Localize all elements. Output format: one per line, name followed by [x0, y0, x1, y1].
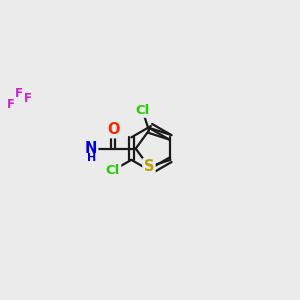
Text: H: H	[88, 153, 97, 163]
Text: F: F	[24, 92, 32, 105]
Text: N: N	[85, 141, 97, 156]
Text: F: F	[15, 87, 23, 100]
Text: Cl: Cl	[135, 103, 149, 116]
Text: O: O	[107, 122, 119, 137]
Text: F: F	[7, 98, 15, 111]
Text: Cl: Cl	[106, 164, 120, 177]
Text: S: S	[144, 159, 154, 174]
